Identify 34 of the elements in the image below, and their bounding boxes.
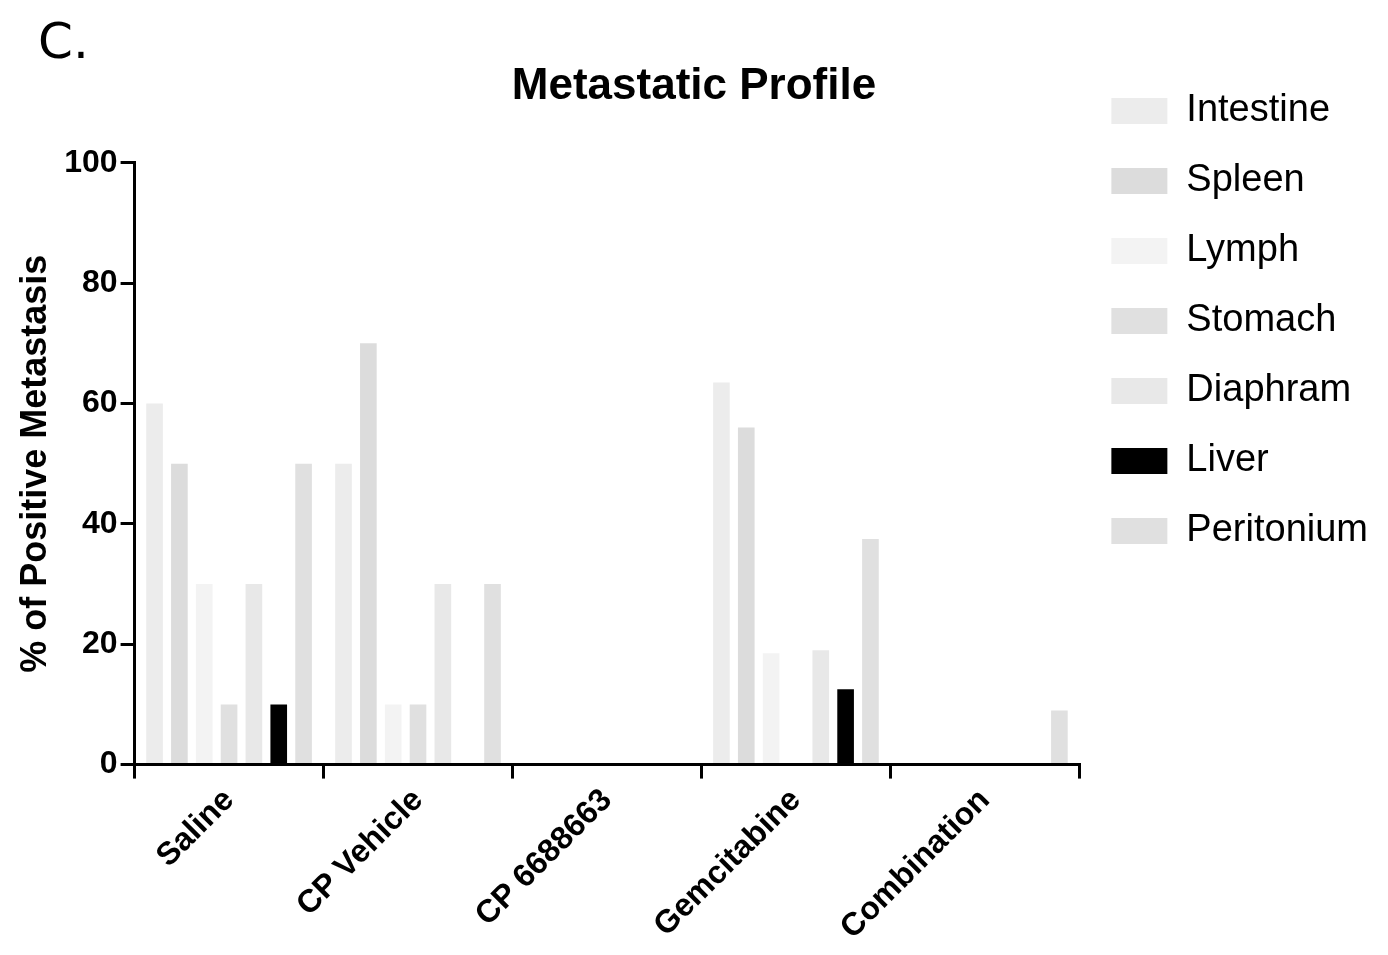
y-tick-label: 40 (82, 503, 118, 540)
bar (295, 463, 312, 764)
bar (195, 584, 213, 764)
legend-label: Intestine (1186, 87, 1331, 130)
legend-label: Stomach (1186, 297, 1337, 340)
text: C. (38, 12, 89, 70)
bar (171, 463, 188, 764)
y-tick-label: 60 (82, 383, 118, 420)
bar (384, 704, 402, 764)
y-axis-title: % of Positive Metastasis (12, 254, 54, 673)
bar (409, 704, 427, 764)
legend-label: Liver (1186, 437, 1270, 480)
legend-label: Peritonium (1186, 507, 1369, 550)
y-tick-label: 100 (64, 142, 118, 179)
bar (1051, 710, 1068, 764)
y-tick-label: 0 (99, 744, 118, 781)
y-tick-label: 80 (82, 262, 118, 299)
bar (434, 584, 452, 764)
bar (360, 343, 377, 764)
bar (220, 704, 238, 764)
bar (762, 653, 780, 764)
legend-label: Lymph (1186, 227, 1300, 270)
bar (812, 650, 830, 764)
chart-title: Metastatic Profile (511, 58, 877, 108)
bar (484, 584, 501, 764)
bar (713, 382, 730, 764)
bar (146, 403, 163, 764)
bar (335, 463, 352, 764)
bar (245, 584, 263, 764)
bar (862, 538, 879, 764)
bar (737, 427, 755, 764)
legend-label: Spleen (1186, 157, 1305, 200)
legend-label: Diaphram (1186, 367, 1352, 410)
y-tick-label: 20 (82, 624, 118, 661)
